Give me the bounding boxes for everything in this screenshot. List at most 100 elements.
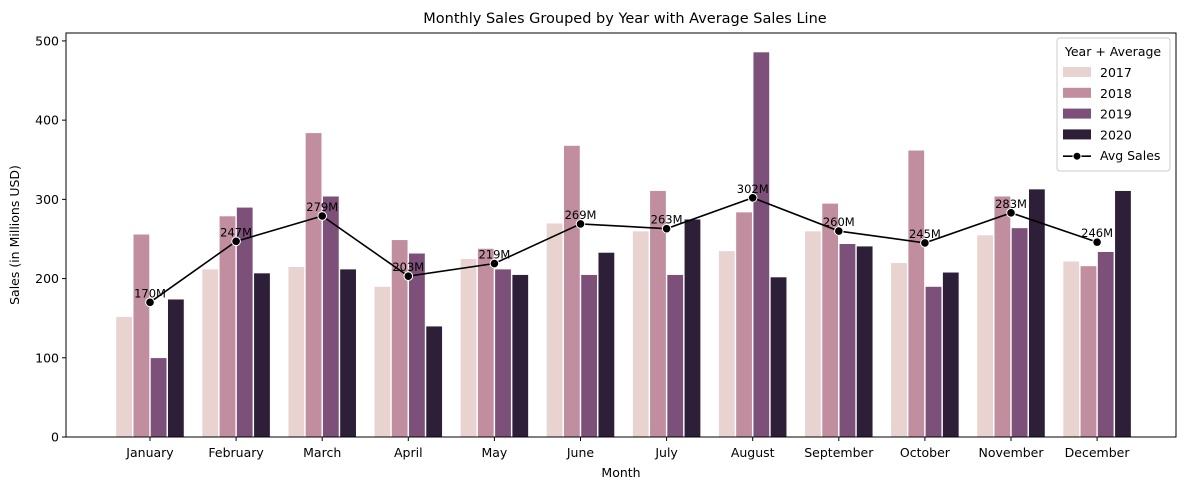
- avg-label-may: 219M: [478, 248, 510, 262]
- avg-label-november: 283M: [995, 197, 1027, 211]
- x-tick-label-february: February: [208, 445, 264, 460]
- bar-2017-august: [718, 250, 736, 438]
- legend-swatch-2020: [1063, 129, 1091, 140]
- bar-2019-june: [580, 274, 598, 438]
- bar-2020-august: [770, 276, 788, 438]
- bar-2018-january: [132, 233, 150, 438]
- bar-2019-july: [666, 274, 684, 438]
- bars-layer: [115, 51, 1132, 438]
- x-tick-label-june: June: [566, 445, 595, 460]
- bar-2018-june: [563, 145, 581, 438]
- avg-label-february: 247M: [220, 225, 252, 239]
- x-tick-label-august: August: [731, 445, 775, 460]
- bar-2020-december: [1114, 190, 1132, 438]
- bar-2017-march: [287, 266, 305, 438]
- bar-2017-september: [804, 230, 822, 438]
- chart-title: Monthly Sales Grouped by Year with Avera…: [423, 11, 826, 27]
- avg-label-september: 260M: [823, 215, 855, 229]
- bar-2020-july: [683, 218, 701, 438]
- bar-2017-may: [460, 258, 478, 438]
- avg-label-january: 170M: [134, 286, 166, 300]
- x-tick-label-march: March: [303, 445, 341, 460]
- avg-point-june: [575, 219, 586, 229]
- avg-label-april: 203M: [392, 260, 424, 274]
- avg-point-october: [920, 238, 930, 248]
- bar-2019-september: [838, 243, 856, 438]
- legend: Year + Average 2017 2018 2019 2020 Avg Sales: [1056, 37, 1171, 172]
- bar-2020-june: [597, 252, 615, 438]
- x-axis: January February March April May June July Augu…: [125, 437, 1130, 460]
- y-tick-label: 400: [35, 113, 59, 128]
- avg-point-january: [145, 297, 155, 308]
- legend-label-2020: 2020: [1100, 127, 1132, 142]
- avg-point-september: [834, 226, 844, 236]
- y-axis: 0 100 200 300 400 500: [35, 33, 66, 445]
- bar-2019-december: [1097, 251, 1115, 438]
- bar-2020-october: [942, 271, 960, 438]
- bar-2020-september: [856, 245, 874, 438]
- avg-label-june: 269M: [565, 208, 597, 222]
- y-tick-label: 200: [35, 271, 59, 286]
- avg-point-march: [317, 211, 328, 221]
- bar-2017-december: [1062, 260, 1080, 438]
- legend-label-avg-sales: Avg Sales: [1100, 148, 1160, 163]
- bar-2019-january: [150, 357, 168, 438]
- bar-2018-december: [1079, 265, 1097, 438]
- bar-2017-april: [373, 286, 391, 438]
- y-tick-label: 100: [35, 350, 59, 365]
- bar-2020-may: [511, 274, 529, 438]
- avg-point-july: [661, 223, 672, 234]
- avg-label-august: 302M: [737, 182, 769, 196]
- avg-point-november: [1006, 208, 1016, 218]
- bar-2017-february: [201, 268, 219, 438]
- avg-point-april: [403, 271, 414, 281]
- bar-2018-september: [821, 203, 839, 438]
- avg-label-october: 245M: [909, 227, 941, 241]
- average-line-layer: 170M 247M 279M 203M 219M 269M 263M 302M 260M 245M…: [134, 182, 1113, 308]
- x-tick-label-may: May: [481, 445, 507, 460]
- bar-2020-march: [339, 268, 357, 438]
- x-tick-label-october: October: [900, 445, 951, 460]
- bar-2019-november: [1011, 227, 1029, 438]
- y-tick-label: 500: [35, 33, 59, 48]
- bar-2017-october: [890, 262, 908, 438]
- legend-avg-marker: [1072, 151, 1082, 161]
- x-tick-label-july: July: [654, 445, 678, 460]
- bar-2019-august: [752, 51, 770, 438]
- avg-point-may: [489, 258, 500, 269]
- bar-2017-july: [632, 230, 650, 438]
- avg-label-july: 263M: [651, 213, 683, 227]
- x-axis-label: Month: [601, 465, 640, 480]
- legend-swatch-2018: [1063, 87, 1091, 98]
- legend-label-2019: 2019: [1100, 107, 1132, 122]
- bar-2018-march: [305, 132, 323, 438]
- legend-swatch-2017: [1063, 67, 1091, 77]
- bar-2017-november: [976, 234, 994, 438]
- avg-sales-line: [149, 196, 1098, 303]
- bar-2018-october: [907, 149, 925, 438]
- bar-2018-august: [735, 211, 753, 438]
- bar-2019-may: [494, 268, 512, 438]
- x-tick-label-september: September: [804, 445, 874, 460]
- x-tick-label-january: January: [125, 445, 174, 460]
- bar-2020-february: [253, 272, 271, 438]
- avg-point-february: [231, 236, 241, 247]
- bar-2020-january: [167, 298, 185, 438]
- y-tick-label: 300: [35, 192, 59, 207]
- bar-2018-february: [218, 215, 236, 438]
- avg-point-december: [1092, 237, 1102, 247]
- bar-2018-november: [993, 195, 1011, 438]
- bar-2020-november: [1028, 188, 1046, 438]
- legend-title: Year + Average: [1064, 44, 1162, 59]
- legend-swatch-2019: [1063, 108, 1091, 119]
- y-axis-label: Sales (in Millions USD): [7, 165, 22, 305]
- bar-2019-march: [322, 195, 340, 438]
- x-tick-label-april: April: [394, 445, 423, 460]
- avg-point-august: [747, 192, 758, 203]
- bar-2018-may: [477, 248, 495, 438]
- bar-2017-june: [546, 222, 564, 438]
- avg-label-december: 246M: [1081, 226, 1113, 240]
- x-tick-label-december: December: [1065, 445, 1131, 460]
- legend-label-2018: 2018: [1100, 86, 1132, 101]
